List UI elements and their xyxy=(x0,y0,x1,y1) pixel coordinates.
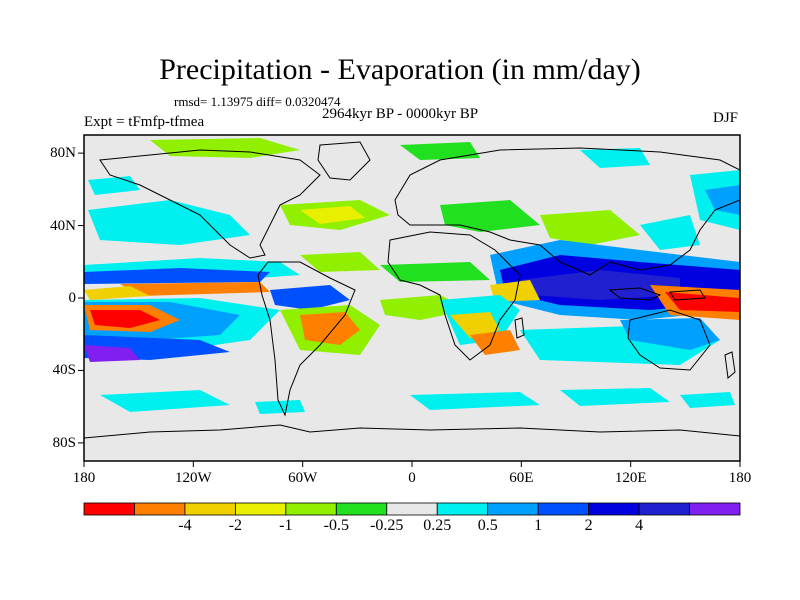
stats-label: rmsd= 1.13975 diff= 0.0320474 xyxy=(174,94,341,109)
field-patch xyxy=(300,206,365,224)
field-patch xyxy=(410,392,540,410)
lon-label: 60E xyxy=(509,470,534,486)
field-patch xyxy=(580,148,650,168)
colorbar-swatch xyxy=(285,502,337,516)
season-label: DJF xyxy=(712,110,738,126)
lat-label: 40S xyxy=(52,362,76,379)
lon-label: 120E xyxy=(614,470,647,486)
colorbar-swatch xyxy=(184,502,236,516)
lon-label: 60W xyxy=(288,470,318,486)
greenland-coast xyxy=(317,141,371,181)
colorbar-label: -0.5 xyxy=(323,517,349,534)
antarctica-coast xyxy=(84,424,740,439)
field-patch xyxy=(620,318,720,350)
colorbar-swatch xyxy=(689,502,741,516)
field-patch xyxy=(270,285,350,310)
lon-label: 180 xyxy=(72,470,96,486)
colorbar-swatch xyxy=(638,502,690,516)
field-patch xyxy=(255,400,305,414)
field-patch xyxy=(705,185,740,215)
field-patch xyxy=(520,270,680,300)
field-patch xyxy=(150,138,300,158)
colorbar-label: 1 xyxy=(534,517,543,534)
colorbar-label: 4 xyxy=(635,517,644,534)
colorbar-swatch xyxy=(386,502,438,516)
australia-coast xyxy=(627,309,711,371)
field-patch xyxy=(665,292,740,312)
field-patch xyxy=(88,200,250,245)
new-zealand-coast xyxy=(724,351,736,379)
field-patch xyxy=(490,280,540,302)
colorbar xyxy=(83,502,741,516)
colorbar-label: -1 xyxy=(279,517,293,534)
field-patch xyxy=(440,200,540,232)
lat-label: 40N xyxy=(50,217,76,234)
lon-label: 180 xyxy=(728,470,752,486)
lon-label: 0 xyxy=(408,470,416,486)
field-patch xyxy=(120,282,270,296)
field-patch xyxy=(300,252,380,272)
colorbar-swatch xyxy=(588,502,640,516)
africa-coast xyxy=(387,231,521,361)
colorbar-swatch xyxy=(134,502,186,516)
colorbar-label: 0.25 xyxy=(423,517,452,534)
field-patch xyxy=(380,262,490,282)
field-patch xyxy=(470,330,520,355)
colorbar-label: -4 xyxy=(178,517,192,534)
map-title: Precipitation - Evaporation (in mm/day) xyxy=(159,53,641,86)
colorbar-swatch xyxy=(83,502,135,516)
lon-label: 120W xyxy=(174,470,212,486)
experiment-label: Expt = tFmfp-tfmea xyxy=(84,114,205,130)
colorbar-label: -2 xyxy=(228,517,243,534)
coastlines xyxy=(84,141,740,439)
field-patch xyxy=(400,142,480,160)
lat-label: 0 xyxy=(68,290,77,306)
period-label: 2964kyr BP - 0000kyr BP xyxy=(322,106,479,122)
south-america-coast xyxy=(257,261,356,417)
eurasia-coast xyxy=(394,147,740,276)
colorbar-swatch xyxy=(487,502,539,516)
colorbar-swatch xyxy=(335,502,388,516)
field-patch xyxy=(450,312,500,338)
new-guinea-coast xyxy=(669,289,706,301)
anomaly-fields xyxy=(84,138,740,414)
field-patch xyxy=(680,392,735,408)
colorbar-swatch xyxy=(537,502,590,516)
field-patch xyxy=(560,388,670,406)
axis-ticks xyxy=(78,152,741,467)
lat-label: 80N xyxy=(50,145,76,162)
field-patch xyxy=(640,215,700,250)
colorbar-swatch xyxy=(234,502,287,516)
colorbar-label: -0.25 xyxy=(370,517,404,534)
lat-label: 80S xyxy=(52,434,76,451)
field-patch xyxy=(84,268,270,284)
field-patch xyxy=(300,312,360,345)
field-patch xyxy=(90,310,160,328)
field-patch xyxy=(540,210,640,245)
colorbar-label: 0.5 xyxy=(477,517,498,534)
colorbar-label: 2 xyxy=(584,517,593,534)
madagascar-coast xyxy=(514,317,525,339)
field-patch xyxy=(100,390,230,412)
field-patch xyxy=(84,345,140,362)
field-patch xyxy=(84,286,150,300)
north-america-coast xyxy=(99,149,321,259)
indonesia-coast xyxy=(608,287,662,301)
colorbar-swatch xyxy=(436,502,489,516)
